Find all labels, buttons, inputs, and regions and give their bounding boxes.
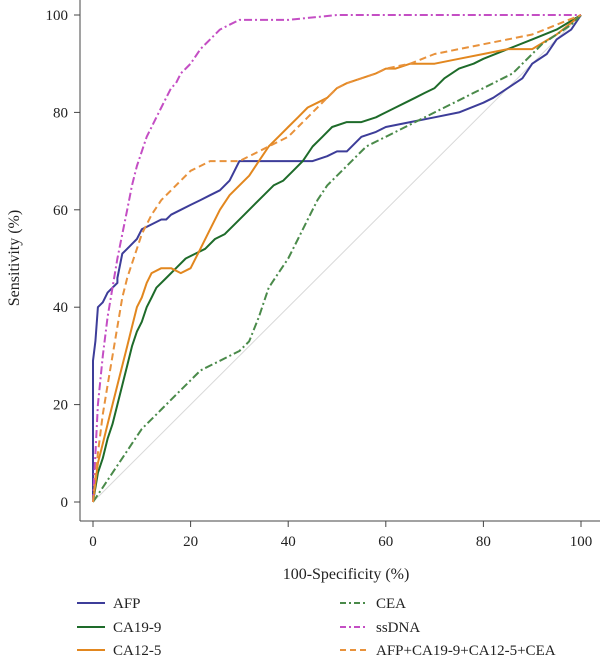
y-tick-label: 20	[53, 398, 68, 414]
x-ticks: 0 20 40 60 80 100	[89, 521, 592, 550]
series-line-2	[92, 14, 582, 503]
series-line-5	[92, 14, 582, 503]
series-line-3	[92, 14, 582, 503]
legend-label: AFP	[113, 596, 141, 612]
legend-label: ssDNA	[376, 620, 420, 636]
legend: AFP CA19-9 CA12-5 CEA ssDNA AFP+CA19-9+CA12-5…	[77, 596, 556, 659]
y-ticks: 0 20 40 60 80 100	[46, 8, 80, 511]
x-tick-label: 60	[378, 534, 393, 550]
series-line-1	[92, 14, 582, 503]
legend-label: CA12-5	[113, 643, 161, 659]
series-line-4	[92, 14, 581, 503]
y-tick-label: 60	[53, 203, 68, 219]
legend-label: AFP+CA19-9+CA12-5+CEA	[376, 643, 556, 659]
y-tick-label: 0	[61, 495, 69, 511]
x-tick-label: 20	[183, 534, 198, 550]
legend-label: CEA	[376, 596, 406, 612]
y-tick-label: 100	[46, 8, 69, 24]
x-tick-label: 40	[281, 534, 296, 550]
y-tick-label: 80	[53, 105, 68, 121]
y-tick-label: 40	[53, 300, 68, 316]
x-tick-label: 0	[89, 534, 97, 550]
x-tick-label: 100	[570, 534, 593, 550]
series-line-0	[92, 14, 582, 502]
x-tick-label: 80	[476, 534, 491, 550]
series-layer	[92, 14, 582, 503]
legend-label: CA19-9	[113, 620, 161, 636]
y-axis-label: Sensitivity (%)	[6, 210, 23, 306]
reference-diagonal	[92, 14, 582, 503]
x-axis-label: 100-Specificity (%)	[283, 566, 410, 583]
